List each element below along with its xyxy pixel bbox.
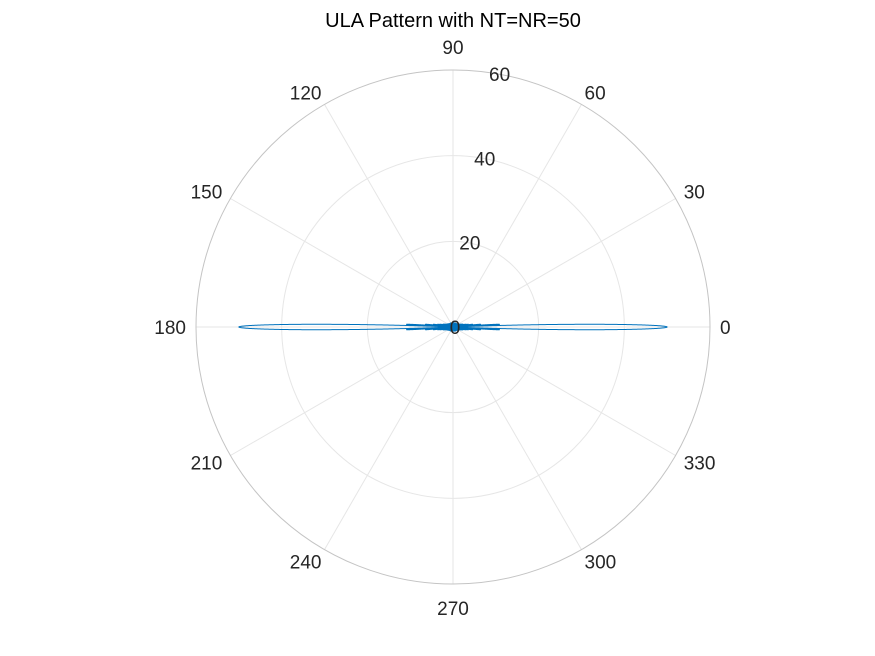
r-tick-label-0: 0 <box>450 318 461 339</box>
polar-grid <box>195 69 711 585</box>
r-tick-labels: 0 20 40 60 <box>450 65 510 339</box>
theta-tick-label-180: 180 <box>154 318 186 339</box>
theta-gridline-150 <box>230 198 454 328</box>
theta-tick-label-330: 330 <box>684 454 716 475</box>
theta-tick-label-90: 90 <box>442 38 463 59</box>
r-gridline-40 <box>281 155 625 499</box>
theta-tick-label-150: 150 <box>191 183 223 204</box>
theta-tick-label-30: 30 <box>684 183 705 204</box>
theta-gridline-120 <box>324 104 454 328</box>
r-tick-label-40: 40 <box>474 149 495 170</box>
theta-gridline-240 <box>324 326 454 550</box>
theta-tick-label-0: 0 <box>720 318 731 339</box>
series-0-pattern-line <box>238 322 668 332</box>
theta-gridline-210 <box>230 326 454 456</box>
series-layer <box>238 322 668 332</box>
theta-gridline-30 <box>452 198 676 328</box>
theta-tick-labels: 0 30 60 90 120 150 180 210 240 270 300 330 <box>154 38 730 620</box>
theta-tick-label-120: 120 <box>290 83 322 104</box>
theta-tick-label-270: 270 <box>437 599 469 620</box>
theta-gridline-60 <box>452 104 582 328</box>
r-gridline-60 <box>195 69 711 585</box>
theta-gridline-330 <box>452 326 676 456</box>
theta-tick-label-60: 60 <box>585 83 606 104</box>
theta-tick-label-210: 210 <box>191 454 223 475</box>
r-tick-label-20: 20 <box>459 234 480 255</box>
theta-gridline-300 <box>452 326 582 550</box>
r-gridline-20 <box>366 240 540 414</box>
chart-title: ULA Pattern with NT=NR=50 <box>325 10 581 32</box>
theta-tick-label-240: 240 <box>290 553 322 574</box>
r-tick-label-60: 60 <box>489 65 510 86</box>
theta-tick-label-300: 300 <box>585 553 617 574</box>
